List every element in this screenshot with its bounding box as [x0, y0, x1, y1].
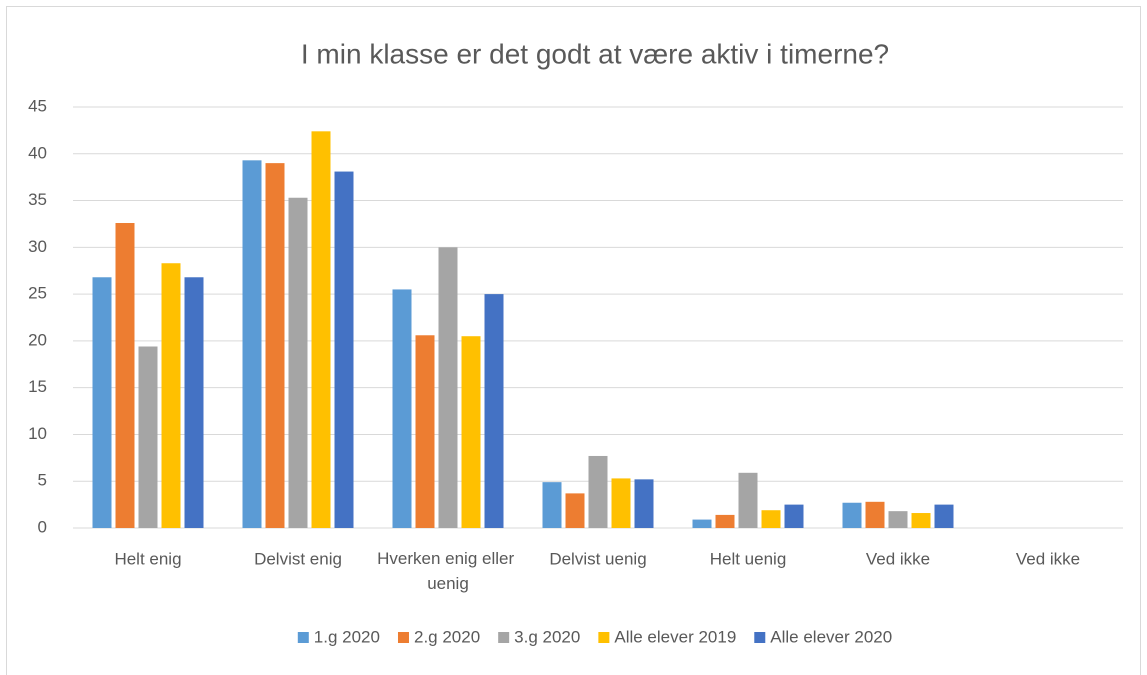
- bar: [865, 501, 885, 528]
- bar: [888, 511, 908, 528]
- y-tick-label: 30: [28, 237, 47, 256]
- legend-swatch: [397, 632, 409, 643]
- y-tick-label: 20: [28, 330, 47, 349]
- bar: [588, 455, 608, 528]
- legend-label: Alle elever 2020: [770, 627, 892, 646]
- y-tick-label: 10: [28, 424, 47, 443]
- bar: [738, 472, 758, 528]
- bar: [461, 336, 481, 528]
- y-tick-label: 0: [38, 517, 47, 536]
- x-tick-label: Ved ikke: [1016, 549, 1080, 568]
- x-tick-label: Hverken enig eller uenig: [377, 549, 519, 593]
- legend-swatch: [754, 632, 766, 643]
- bar: [761, 510, 781, 528]
- x-tick-label: Delvist uenig: [549, 549, 646, 568]
- x-tick-label: Ved ikke: [866, 549, 930, 568]
- bar: [934, 504, 954, 528]
- x-tick-label: Helt enig: [114, 549, 181, 568]
- y-tick-label: 5: [38, 471, 47, 490]
- bar: [484, 294, 504, 528]
- bar: [242, 160, 262, 528]
- bar: [911, 513, 931, 528]
- x-tick-label: Delvist enig: [254, 549, 342, 568]
- legend-swatch: [598, 632, 610, 643]
- bar: [115, 223, 135, 528]
- legend-label: Alle elever 2019: [614, 627, 736, 646]
- bar: [634, 479, 654, 528]
- bar: [334, 171, 354, 528]
- bar: [611, 478, 631, 528]
- y-tick-label: 25: [28, 284, 47, 303]
- legend-label: 1.g 2020: [314, 627, 380, 646]
- bar: [715, 514, 735, 528]
- legend-swatch: [498, 632, 510, 643]
- bar: [692, 519, 712, 528]
- bar: [542, 482, 562, 528]
- bar: [842, 502, 862, 528]
- bar: [138, 346, 158, 528]
- bar: [784, 504, 804, 528]
- chart-title: I min klasse er det godt at være aktiv i…: [301, 38, 889, 69]
- bar: [392, 289, 412, 528]
- bar: [415, 335, 435, 528]
- bar: [265, 163, 285, 528]
- bar: [565, 493, 585, 528]
- y-tick-label: 40: [28, 143, 47, 162]
- legend-label: 2.g 2020: [414, 627, 480, 646]
- y-tick-label: 45: [28, 96, 47, 115]
- bar: [184, 277, 204, 528]
- x-tick-label: Helt uenig: [710, 549, 787, 568]
- legend-label: 3.g 2020: [514, 627, 580, 646]
- bar: [92, 277, 112, 528]
- bar: [311, 131, 331, 528]
- legend-swatch: [297, 632, 309, 643]
- y-tick-label: 15: [28, 377, 47, 396]
- bar: [438, 247, 458, 529]
- bar: [288, 197, 308, 528]
- bar: [161, 263, 181, 528]
- y-tick-label: 35: [28, 190, 47, 209]
